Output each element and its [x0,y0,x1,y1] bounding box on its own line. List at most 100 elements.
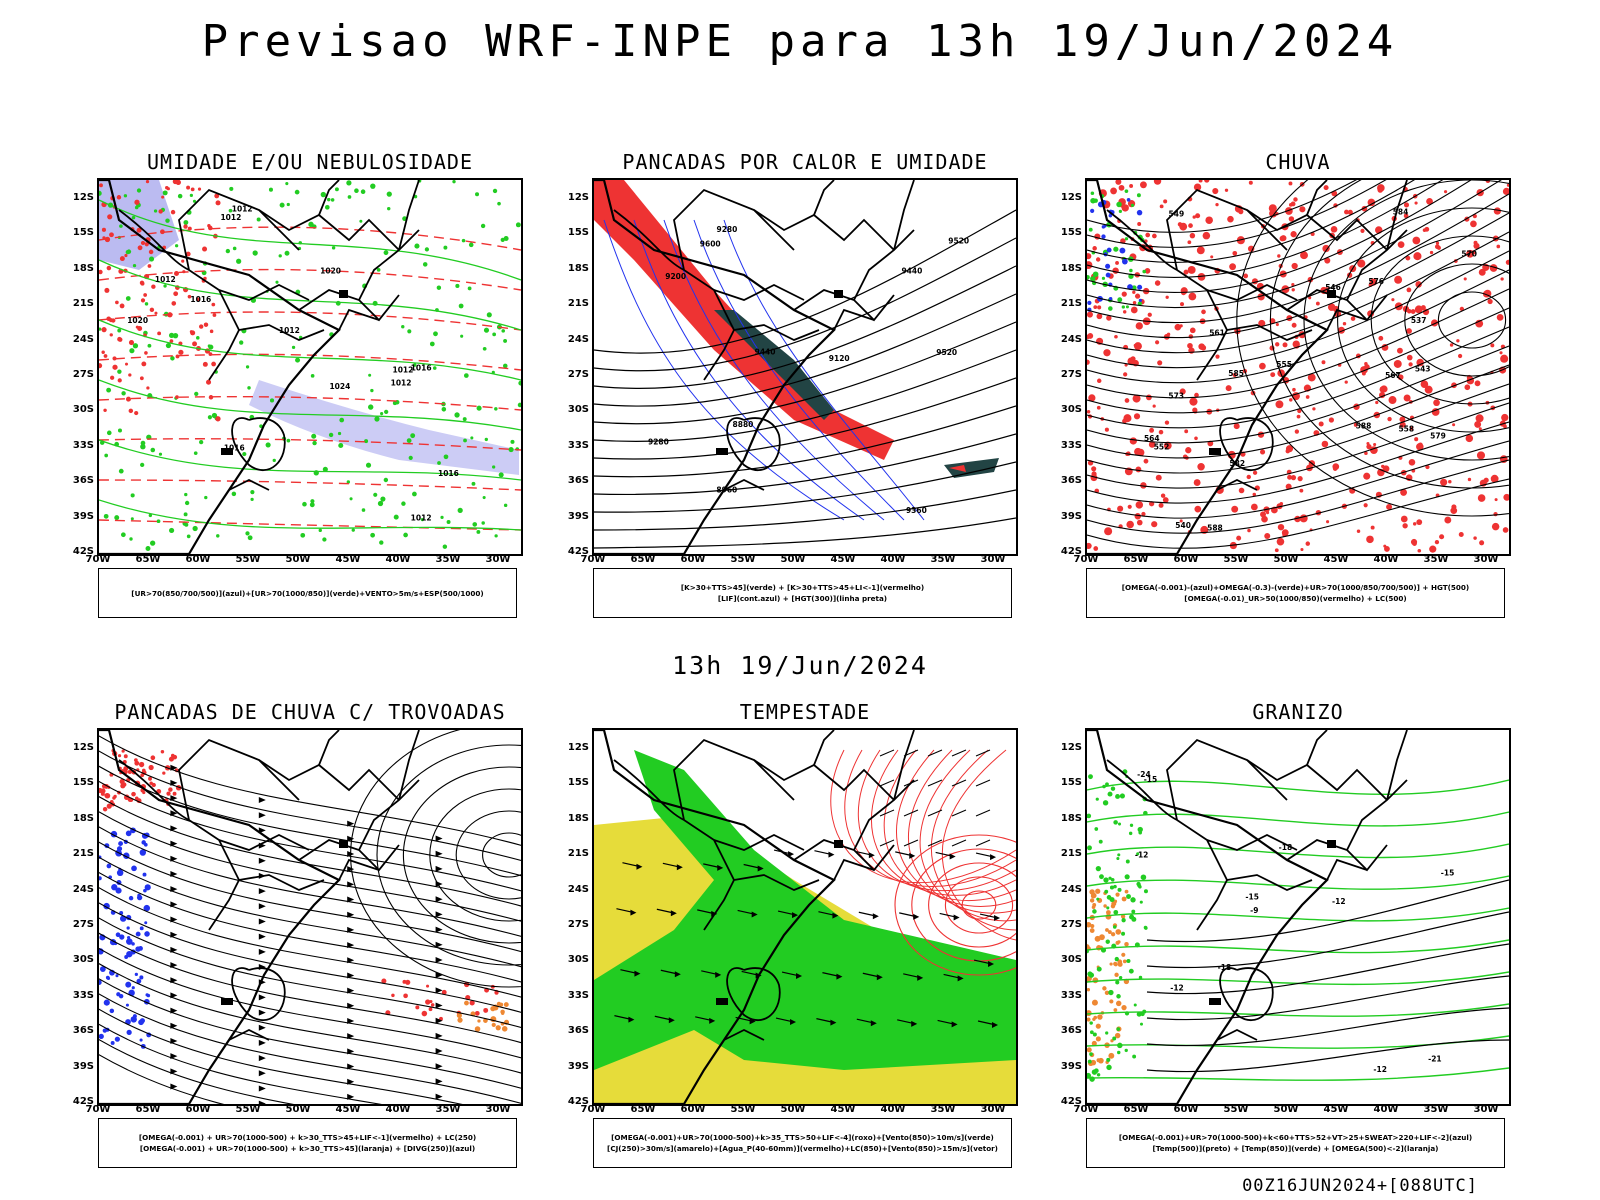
map-plot: 9600 9520 9440 9360 9280 9200 9120 8960 8880 9520… [594,180,1016,554]
latitude-tick-label: 33S [1060,439,1082,451]
contour-label: 588 [1207,524,1223,533]
latitude-tick-label: 39S [1060,510,1082,522]
contour-label: 1012 [232,204,253,213]
longitude-tick-label: 40W [880,554,906,565]
longitude-tick-label: 35W [1423,554,1449,565]
longitude-tick-label: 65W [630,554,656,565]
contour-label: 564 [1144,434,1160,443]
contour-label: 9440 [755,347,776,356]
latitude-tick-label: 24S [72,333,94,345]
panel-legend: [OMEGA(-0.001)+UR>70(1000-500)+k<60+TTS>… [1086,1118,1505,1168]
longitude-tick-label: 65W [135,1104,161,1115]
latitude-tick-label: 15S [1060,227,1082,239]
longitude-tick-label: 55W [730,554,756,565]
longitude-tick-label: 45W [830,554,856,565]
legend-line: [OMEGA(-0.01)_UR>50(1000/850)(vermelho) … [1184,594,1407,603]
panel-title: PANCADAS POR CALOR E UMIDADE [622,150,988,174]
latitude-tick-label: 15S [72,777,94,789]
model-run-label: 00Z16JUN2024+[088UTC] [1242,1176,1478,1196]
legend-line: [OMEGA(-0.001) + UR>70(1000-500) + k>30_… [138,1133,477,1142]
longitude-tick-label: 50W [780,554,806,565]
longitude-tick-label: 70W [85,1104,111,1115]
contour-label: -12 [1332,897,1346,906]
longitude-tick-label: 55W [1223,1104,1249,1115]
panel-legend: [OMEGA(-0.001)-(azul)+OMEGA(-0.3)-(verde… [1086,568,1505,618]
contour-label: -15 [1441,868,1455,877]
latitude-tick-label: 12S [567,742,589,753]
contour-label: 1012 [393,365,414,374]
longitude-tick-label: 30W [485,1104,511,1115]
longitude-tick-label: 35W [1423,1104,1449,1115]
latitude-tick-label: 30S [1060,404,1082,416]
longitude-tick-label: 70W [580,554,606,565]
latitude-tick-label: 33S [1060,989,1082,1001]
longitude-tick-label: 65W [630,1104,656,1115]
contour-label: 9120 [829,354,850,363]
longitude-tick-label: 40W [385,554,411,565]
longitude-tick-label: 65W [1123,554,1149,565]
latitude-tick-label: 39S [72,1060,94,1072]
legend-line: [OMEGA(-0.001)+UR>70(1000-500)+k>35_TTS>… [611,1133,994,1142]
contour-label: -12 [1135,851,1149,860]
forecast-map-panel: 9600 9520 9440 9360 9280 9200 9120 8960 8880 9520… [592,178,1018,556]
contour-label: 543 [1415,364,1431,373]
latitude-tick-label: 18S [567,262,589,274]
longitude-tick-label: 70W [580,1104,606,1115]
longitude-tick-label: 45W [335,1104,361,1115]
contour-label: 9280 [716,225,737,234]
longitude-tick-label: 40W [1373,554,1399,565]
longitude-tick-label: 60W [1173,554,1199,565]
forecast-map-panel: 1016 1012 1012 1012 1016 1020 1020 1024 1016 1012… [97,178,523,556]
contour-label: -18 [1279,843,1293,852]
legend-line: [K>30+TTS>45](verde) + [K>30+TTS>45+LI<-… [680,583,925,592]
contour-label: 555 [1276,360,1292,369]
latitude-tick-label: 42S [1060,1096,1082,1107]
contour-label: 1016 [190,295,211,304]
contour-label: -21 [1428,1054,1442,1063]
panel-title: UMIDADE E/OU NEBULOSIDADE [146,150,474,174]
contour-label: 561 [1209,329,1225,338]
longitude-tick-label: 70W [85,554,111,565]
contour-label: -24 [1137,770,1151,779]
contour-label: 582 [1229,459,1245,468]
contour-label: 1016 [411,363,432,372]
map-plot [99,730,521,1104]
longitude-tick-label: 50W [285,554,311,565]
longitude-tick-label: 60W [680,1104,706,1115]
longitude-tick-label: 30W [980,554,1006,565]
longitude-tick-label: 45W [830,1104,856,1115]
latitude-tick-label: 21S [72,298,94,310]
contour-label: 573 [1168,391,1184,400]
contour-label: 8880 [733,420,754,429]
latitude-tick-label: 42S [567,546,589,557]
longitude-tick-label: 30W [1473,554,1499,565]
contour-label: -12 [1170,984,1184,993]
longitude-tick-label: 55W [235,1104,261,1115]
latitude-tick-label: 18S [72,812,94,824]
latitude-tick-label: 33S [72,989,94,1001]
longitude-tick-label: 30W [980,1104,1006,1115]
contour-label: 1016 [224,444,245,453]
latitude-tick-label: 24S [567,883,589,895]
latitude-tick-label: 21S [72,848,94,860]
contour-label: 1012 [279,326,300,335]
latitude-tick-label: 36S [1060,475,1082,487]
contour-label: 567 [1385,371,1401,380]
latitude-tick-label: 30S [1060,954,1082,966]
latitude-tick-label: 12S [1060,742,1082,753]
latitude-tick-label: 21S [567,848,589,860]
contour-label: 546 [1325,283,1341,292]
contour-label: 570 [1461,249,1477,258]
legend-line: [OMEGA(-0.001)+UR>70(1000-500)+k<60+TTS>… [1118,1133,1473,1142]
latitude-tick-label: 18S [1060,262,1082,274]
longitude-tick-label: 30W [1473,1104,1499,1115]
longitude-tick-label: 55W [235,554,261,565]
contour-label: 9360 [906,506,927,515]
forecast-map-panel [592,728,1018,1106]
contour-label: 9200 [665,272,686,281]
panel-legend: [K>30+TTS>45](verde) + [K>30+TTS>45+LI<-… [593,568,1012,618]
contour-label: -15 [1245,892,1259,901]
longitude-tick-label: 40W [385,1104,411,1115]
longitude-tick-label: 50W [1273,554,1299,565]
contour-label: 576 [1368,277,1384,286]
